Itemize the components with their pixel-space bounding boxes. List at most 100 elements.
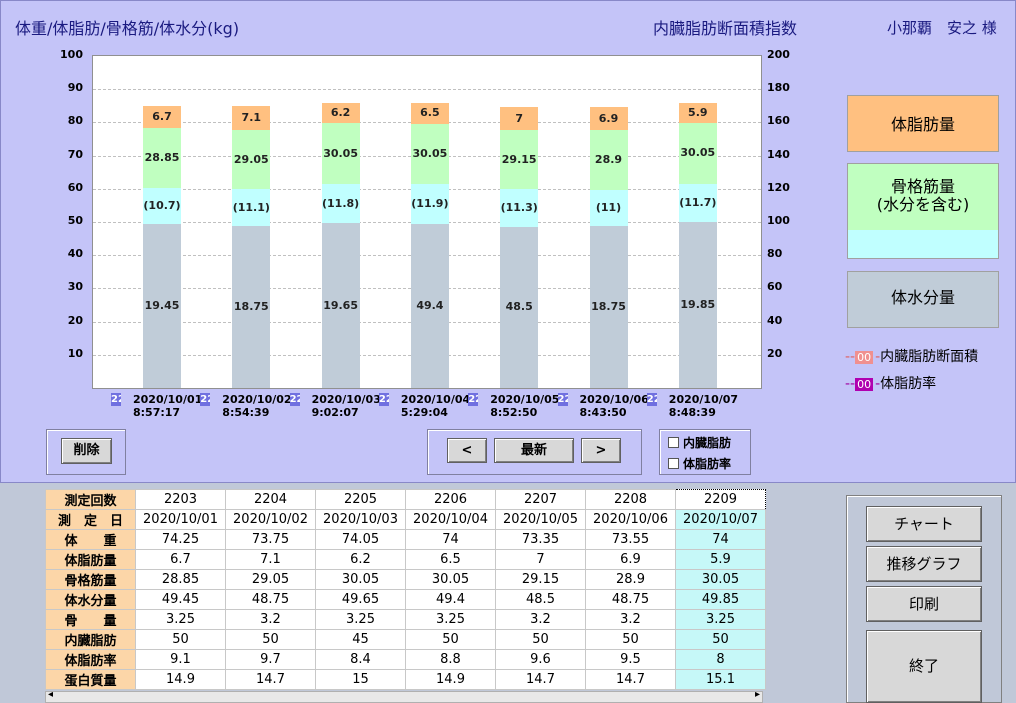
table-cell[interactable]: 50	[495, 629, 586, 650]
table-cell[interactable]: 2205	[315, 489, 406, 510]
checkbox-icon[interactable]	[668, 437, 679, 448]
table-cell[interactable]: 28.9	[585, 569, 676, 590]
table-cell[interactable]: 74.25	[135, 529, 226, 550]
prev-button[interactable]: <	[447, 438, 487, 463]
latest-button[interactable]: 最新	[494, 438, 574, 463]
delete-button[interactable]: 削除	[61, 438, 112, 464]
table-cell[interactable]: 50	[585, 629, 676, 650]
chart-panel: 体重/体脂肪/骨格筋/体水分(kg) 内臓脂肪断面積指数 小那覇 安之 様 10…	[0, 0, 1016, 483]
data-label: (11.8)	[321, 196, 360, 210]
table-cell[interactable]: 2207	[495, 489, 586, 510]
table-cell[interactable]: 6.2	[315, 549, 406, 570]
table-cell[interactable]: 2020/10/03	[315, 509, 406, 530]
dash-icon: --	[845, 376, 856, 392]
table-cell[interactable]: 9.7	[225, 649, 316, 670]
table-cell[interactable]: 3.25	[405, 609, 496, 630]
table-cell[interactable]: 9.6	[495, 649, 586, 670]
table-cell[interactable]: 50	[225, 629, 316, 650]
scroll-right-icon[interactable]: ▸	[754, 689, 760, 700]
table-cell[interactable]: 74	[405, 529, 496, 550]
table-cell[interactable]: 3.2	[225, 609, 316, 630]
table-cell[interactable]: 14.7	[495, 669, 586, 690]
table-cell[interactable]: 5.9	[675, 549, 766, 570]
chart-button[interactable]: チャート	[866, 506, 982, 542]
data-label: 5.9	[688, 105, 708, 119]
table-cell[interactable]: 15	[315, 669, 406, 690]
bar-segment: 48.5	[500, 226, 539, 388]
table-cell[interactable]: 48.75	[225, 589, 316, 610]
table-cell[interactable]: 7.1	[225, 549, 316, 570]
table-cell[interactable]: 14.9	[135, 669, 226, 690]
table-cell[interactable]: 2203	[135, 489, 226, 510]
row-header: 測 定 日	[45, 509, 136, 530]
table-cell[interactable]: 49.85	[675, 589, 766, 610]
table-cell[interactable]: 73.75	[225, 529, 316, 550]
table-cell[interactable]: 73.35	[495, 529, 586, 550]
trend-graph-button[interactable]: 推移グラフ	[866, 546, 982, 582]
table-cell[interactable]: 2020/10/01	[135, 509, 226, 530]
table-cell[interactable]: 9.1	[135, 649, 226, 670]
table-cell[interactable]: 7	[495, 549, 586, 570]
scroll-left-icon[interactable]: ◂	[48, 689, 54, 700]
table-cell[interactable]: 49.45	[135, 589, 226, 610]
table-cell[interactable]: 2208	[585, 489, 676, 510]
next-button[interactable]: >	[581, 438, 621, 463]
table-cell[interactable]: 6.9	[585, 549, 676, 570]
table-cell[interactable]: 9.5	[585, 649, 676, 670]
print-button[interactable]: 印刷	[866, 586, 982, 622]
table-cell[interactable]: 15.1	[675, 669, 766, 690]
legend-muscle: 骨格筋量 (水分を含む)	[847, 163, 999, 259]
dash-icon: -	[875, 349, 881, 365]
table-cell[interactable]: 74.05	[315, 529, 406, 550]
table-cell[interactable]: 2204	[225, 489, 316, 510]
table-cell[interactable]: 2020/10/07	[675, 509, 766, 530]
table-cell[interactable]: 29.05	[225, 569, 316, 590]
table-cell[interactable]: 3.2	[585, 609, 676, 630]
x-tick-date: 2020/10/04	[400, 393, 471, 406]
table-cell[interactable]: 2209	[675, 489, 766, 510]
fatrate-marker: 00	[855, 378, 874, 391]
table-cell[interactable]: 49.65	[315, 589, 406, 610]
table-cell[interactable]: 28.85	[135, 569, 226, 590]
horizontal-scrollbar[interactable]: ◂ ▸	[45, 689, 763, 703]
table-cell[interactable]: 49.4	[405, 589, 496, 610]
table-cell[interactable]: 2020/10/05	[495, 509, 586, 530]
y-tick-right: 80	[767, 247, 783, 261]
table-cell[interactable]: 14.7	[585, 669, 676, 690]
y-tick-left: 60	[67, 180, 83, 194]
table-cell[interactable]: 30.05	[675, 569, 766, 590]
visceral-checkbox[interactable]: 内臓脂肪	[668, 434, 731, 451]
table-cell[interactable]: 14.9	[405, 669, 496, 690]
table-cell[interactable]: 8	[675, 649, 766, 670]
table-cell[interactable]: 50	[135, 629, 226, 650]
table-cell[interactable]: 48.5	[495, 589, 586, 610]
table-cell[interactable]: 14.7	[225, 669, 316, 690]
table-cell[interactable]: 3.25	[315, 609, 406, 630]
table-cell[interactable]: 50	[675, 629, 766, 650]
table-cell[interactable]: 2206	[405, 489, 496, 510]
data-label: 19.65	[323, 298, 358, 312]
bar-segment: (11)	[589, 189, 628, 227]
table-cell[interactable]: 48.75	[585, 589, 676, 610]
table-cell[interactable]: 8.4	[315, 649, 406, 670]
table-cell[interactable]: 6.7	[135, 549, 226, 570]
table-cell[interactable]: 30.05	[315, 569, 406, 590]
table-cell[interactable]: 45	[315, 629, 406, 650]
table-cell[interactable]: 2020/10/04	[405, 509, 496, 530]
table-cell[interactable]: 74	[675, 529, 766, 550]
table-cell[interactable]: 50	[405, 629, 496, 650]
exit-button[interactable]: 終了	[866, 630, 982, 703]
table-cell[interactable]: 6.5	[405, 549, 496, 570]
fatrate-checkbox[interactable]: 体脂肪率	[668, 455, 731, 472]
table-cell[interactable]: 29.15	[495, 569, 586, 590]
table-cell[interactable]: 2020/10/06	[585, 509, 676, 530]
x-tick-time: 9:02:07	[311, 406, 359, 419]
table-cell[interactable]: 8.8	[405, 649, 496, 670]
table-cell[interactable]: 30.05	[405, 569, 496, 590]
checkbox-icon[interactable]	[668, 458, 679, 469]
table-cell[interactable]: 3.25	[675, 609, 766, 630]
table-cell[interactable]: 3.2	[495, 609, 586, 630]
table-cell[interactable]: 3.25	[135, 609, 226, 630]
table-cell[interactable]: 73.55	[585, 529, 676, 550]
table-cell[interactable]: 2020/10/02	[225, 509, 316, 530]
